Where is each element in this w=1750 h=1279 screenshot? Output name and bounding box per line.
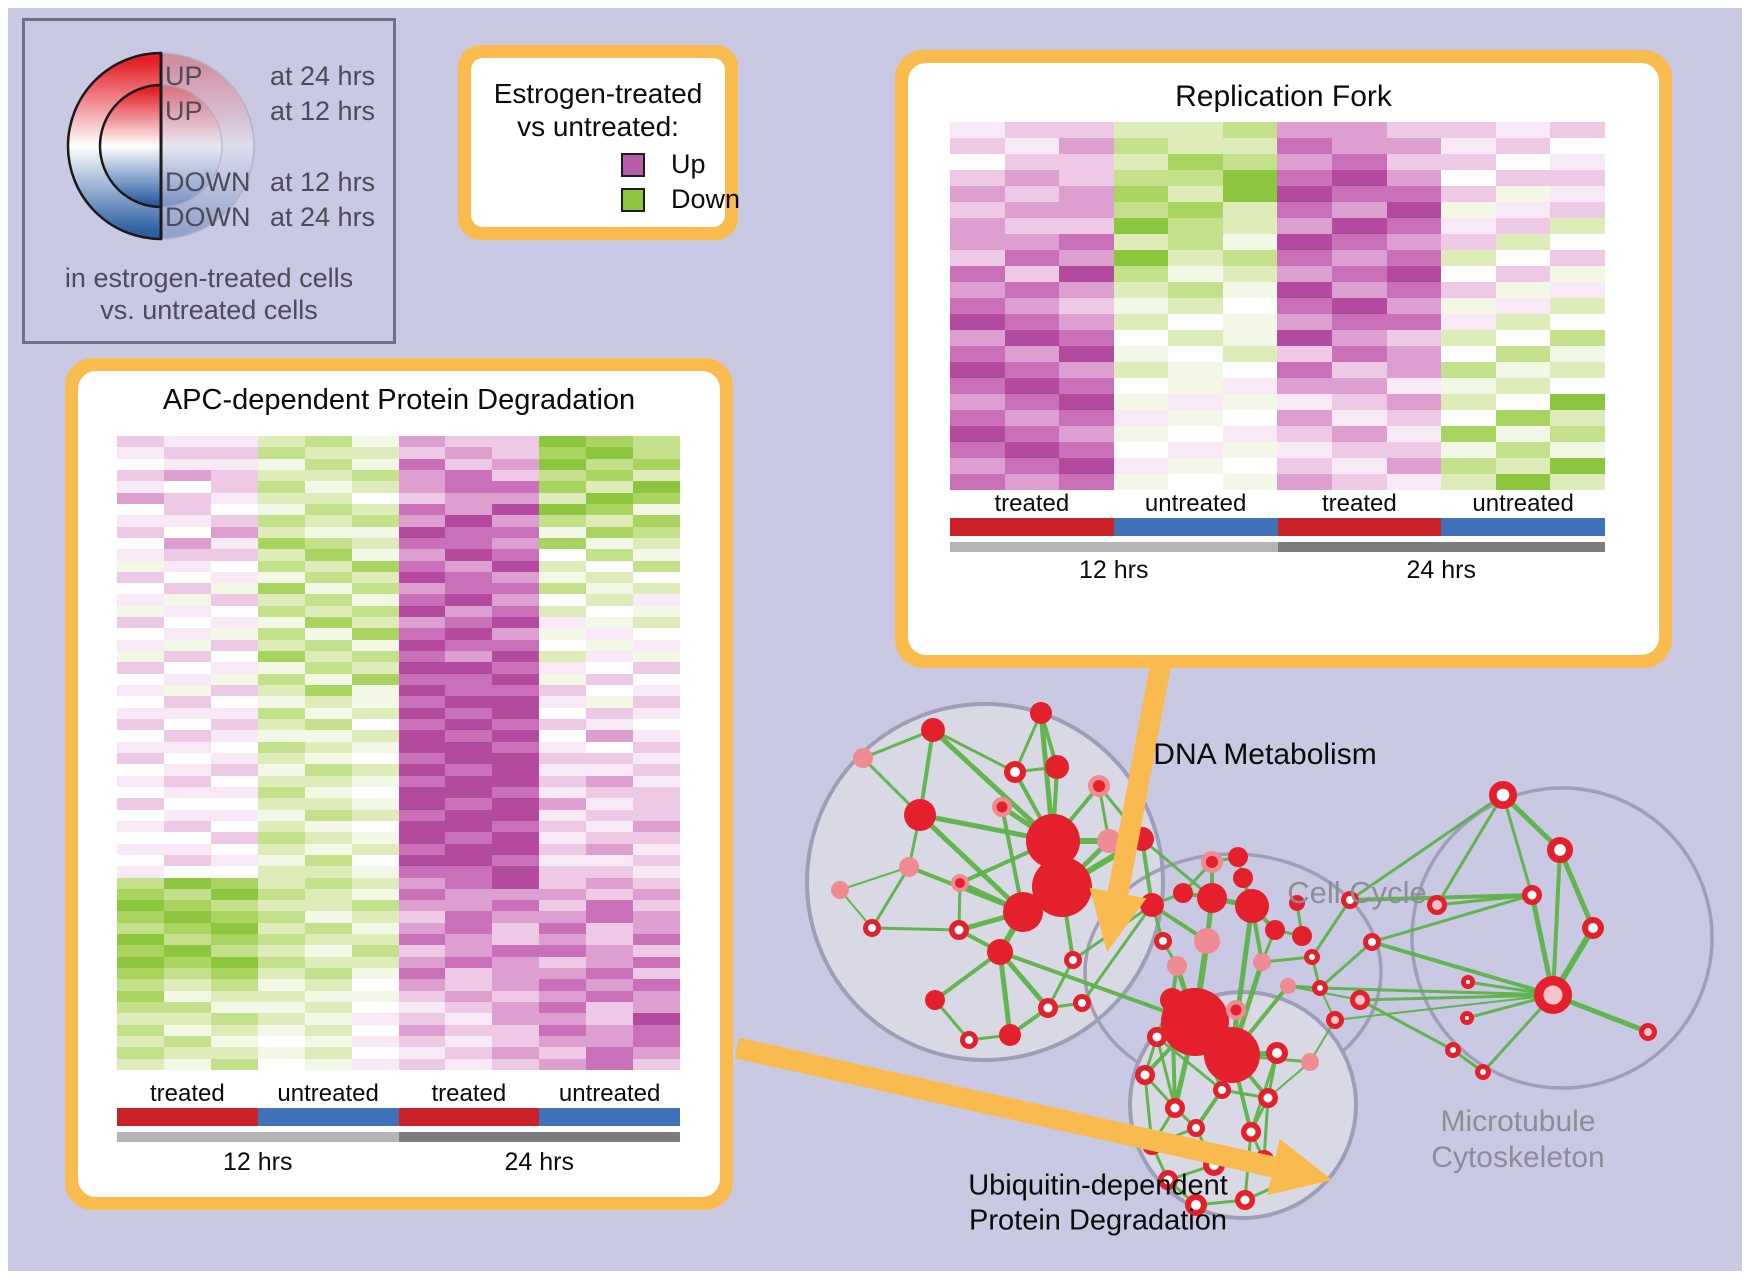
legend-direction: DOWN — [165, 167, 251, 197]
legend-caption-line2: vs. untreated cells — [100, 295, 318, 325]
condition-label: untreated — [1472, 490, 1574, 517]
condition-labels: treated untreated treated untreated — [950, 490, 1605, 518]
legend-title-line1: Estrogen-treated — [493, 78, 703, 109]
condition-label: untreated — [277, 1080, 379, 1107]
condition-colorbar — [117, 1108, 680, 1126]
legend-time: at 12 hrs — [270, 96, 376, 126]
cluster-label-microtubule-line1: Microtubule — [1440, 1105, 1596, 1138]
legend-card: Estrogen-treated vs untreated: Up Down — [471, 58, 740, 227]
treated-bar — [1277, 518, 1442, 536]
condition-label: untreated — [558, 1080, 661, 1107]
treated-bar — [398, 1108, 540, 1126]
updown-gradient-circles-icon — [66, 51, 255, 241]
bar-12hrs — [950, 542, 1278, 552]
panel-title: APC-dependent Protein Degradation — [162, 384, 636, 416]
condition-label: untreated — [1144, 490, 1247, 517]
condition-label: treated — [431, 1080, 507, 1107]
apc-heatmap — [117, 436, 680, 1070]
untreated-bar — [257, 1108, 399, 1126]
legend-direction: UP — [165, 61, 203, 91]
replication-heatmap — [950, 122, 1605, 490]
down-color-swatch-icon — [621, 188, 645, 212]
time-label: 12 hrs — [1079, 556, 1149, 584]
panel-title: Replication Fork — [1175, 80, 1392, 113]
up-color-swatch-icon — [621, 153, 645, 177]
treated-bar — [117, 1108, 258, 1126]
condition-label: treated — [150, 1080, 225, 1107]
down-label: Down — [671, 184, 741, 214]
legend-direction: UP — [165, 96, 203, 126]
cluster-label-dna-metabolism: DNA Metabolism — [1153, 738, 1377, 771]
legend-direction: DOWN — [165, 202, 251, 232]
bar-12hrs — [117, 1132, 399, 1142]
condition-label: treated — [994, 490, 1070, 517]
condition-labels: treated untreated treated untreated — [117, 1080, 680, 1108]
untreated-bar — [1113, 518, 1278, 536]
bar-24hrs — [1277, 542, 1605, 552]
updown-circle-legend: UP at 24 hrs UP at 12 hrs DOWN at 12 hrs… — [22, 18, 396, 344]
time-label: 24 hrs — [504, 1148, 574, 1176]
condition-colorbar — [950, 518, 1605, 536]
time-label: 12 hrs — [223, 1148, 293, 1176]
cluster-label-cell-cycle: Cell Cycle — [1287, 875, 1427, 910]
condition-label: treated — [1322, 490, 1397, 517]
untreated-bar — [1441, 518, 1605, 536]
timepoint-bar — [117, 1132, 680, 1142]
cluster-label-ubiquitin-line2: Protein Degradation — [969, 1204, 1227, 1237]
legend-time: at 12 hrs — [270, 167, 376, 197]
cluster-label-cytoskeleton-line2: Cytoskeleton — [1431, 1141, 1605, 1174]
legend-time: at 24 hrs — [270, 202, 376, 232]
legend-title-line2: vs untreated: — [517, 111, 679, 142]
untreated-bar — [539, 1108, 680, 1126]
bar-24hrs — [398, 1132, 680, 1142]
apc-degradation-panel: APC-dependent Protein Degradation treate… — [65, 358, 733, 1210]
time-label: 24 hrs — [1406, 556, 1476, 584]
replication-fork-panel: Replication Fork treated untreated treat… — [895, 50, 1672, 668]
timepoint-labels: 12 hrs 24 hrs — [117, 1148, 680, 1177]
treated-bar — [950, 518, 1114, 536]
estrogen-updown-legend: Estrogen-treated vs untreated: Up Down — [458, 45, 740, 240]
cluster-label-ubiquitin-line1: Ubiquitin-dependent — [968, 1169, 1228, 1202]
timepoint-labels: 12 hrs 24 hrs — [950, 556, 1605, 585]
up-label: Up — [671, 149, 706, 179]
timepoint-bar — [950, 542, 1605, 552]
legend-caption-line1: in estrogen-treated cells — [64, 263, 354, 293]
legend-time: at 24 hrs — [270, 61, 376, 91]
